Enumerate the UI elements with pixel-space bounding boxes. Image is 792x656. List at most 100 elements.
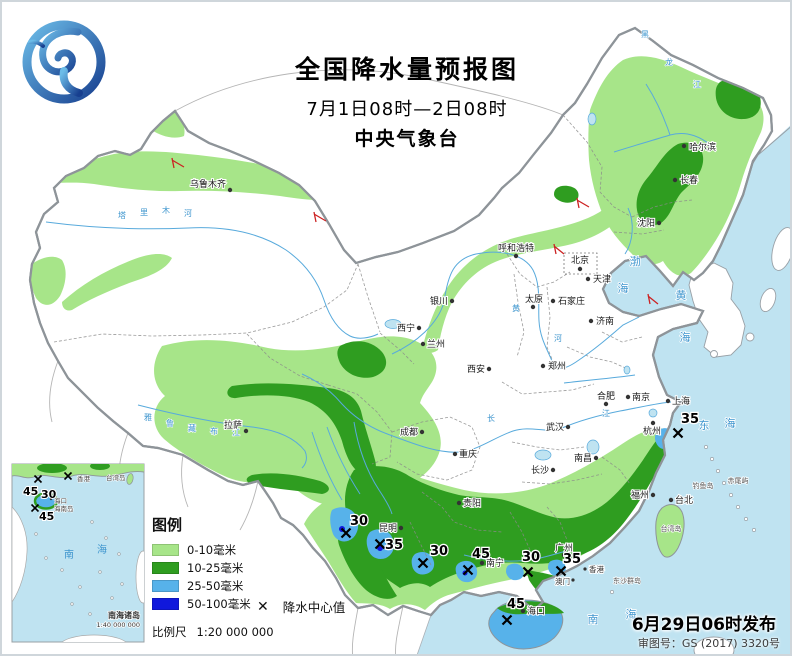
inset-scale: 1:40 000 000 [96, 621, 140, 629]
cma-logo [18, 16, 110, 112]
precip-center-x-icon [30, 503, 40, 513]
precip-center-value: 35 [385, 538, 403, 553]
legend-item: 0-10毫米 [152, 541, 251, 559]
rivers [45, 83, 713, 562]
city-label: 兰州 [427, 338, 445, 350]
precip-center-value: 35 [563, 552, 581, 567]
issue-time: 6月29日06时发布 [631, 615, 776, 635]
korea-japan-landmasses [688, 227, 790, 654]
city-label: 长沙 [531, 464, 549, 476]
beijing-capital-box [563, 252, 598, 275]
precip-center-x-icon [555, 565, 567, 577]
precip-center-x-icon [374, 538, 386, 550]
city-label: 香港 [589, 564, 604, 574]
precip-center-x-icon [417, 557, 429, 569]
scale-value: 1:20 000 000 [196, 625, 274, 639]
city-label: 南京 [632, 391, 650, 403]
river-name-label: 黄 [512, 303, 520, 313]
sea-name-label: 海 [725, 416, 736, 430]
city-dot [577, 266, 583, 272]
city-dot [650, 420, 656, 426]
city-dot [583, 567, 587, 571]
legend-rows: 0-10毫米 10-25毫米 25-50毫米 50-100毫米 [152, 541, 251, 613]
city-dot [486, 366, 492, 372]
precip-center-value: 30 [350, 514, 368, 529]
legend-center-value-row: ✕ 降水中心值 [257, 597, 345, 616]
city-dot [419, 429, 425, 435]
precip-center-x-icon [501, 614, 513, 626]
city-dot [550, 467, 556, 473]
inset-precip-value: 45 [23, 485, 38, 498]
inset-precip-value: 30 [41, 488, 57, 501]
inset-caption: 南海诸岛 [108, 610, 140, 620]
center-value-label: 降水中心值 [282, 600, 346, 615]
korea-peninsula [688, 262, 746, 358]
legend-item-label: 0-10毫米 [187, 543, 237, 557]
city-label: 银川 [430, 295, 448, 307]
ryukyu-islands [610, 445, 756, 594]
vietnam-coastline [416, 614, 432, 654]
city-dot [668, 497, 674, 503]
city-dot [540, 363, 546, 369]
legend-item-label: 25-50毫米 [187, 579, 244, 593]
legend-swatch [152, 544, 179, 556]
precip-center-value: 30 [522, 550, 540, 565]
inset-sea-label: 南 [64, 548, 74, 561]
city-dot [520, 608, 526, 614]
legend-item: 25-50毫米 [152, 577, 251, 595]
city-label: 天津 [593, 274, 611, 285]
sea-name-label: 海 [680, 330, 691, 344]
river-name-label: 木 [162, 205, 170, 215]
inset-place-label: 台湾岛 [106, 473, 126, 482]
river-name-label: 雅 [144, 412, 152, 422]
city-dot [513, 253, 519, 259]
city-label: 海口 [527, 605, 545, 617]
city-label: 乌鲁木齐 [190, 178, 226, 190]
city-dot [530, 304, 536, 310]
city-label: 贵阳 [463, 497, 481, 509]
city-dot [585, 276, 591, 282]
city-label: 福州 [631, 489, 649, 501]
city-label: 石家庄 [558, 295, 585, 307]
precip-center-x-icon [63, 471, 73, 481]
river-name-label: 藏 [188, 423, 196, 433]
agency-name: 中央气象台 [354, 128, 460, 150]
city-label: 武汉 [546, 421, 564, 433]
map-scale: 比例尺 1:20 000 000 [152, 624, 284, 640]
city-label: 重庆 [459, 448, 477, 460]
sea-name-label: 东 [699, 419, 710, 432]
river-name-label: 布 [210, 426, 218, 436]
city-label: 拉萨 [224, 419, 242, 431]
city-label: 成都 [400, 426, 418, 438]
precip-center-markers: 30 35 30 45 30 35 35 45 [340, 411, 700, 626]
city-dot [227, 187, 233, 193]
page-title: 全国降水量预报图 [294, 55, 519, 84]
river-name-label: 江 [693, 80, 701, 89]
legend-swatch [152, 580, 179, 592]
city-label: 澳门 [555, 576, 570, 586]
legend-item: 10-25毫米 [152, 559, 251, 577]
legend-item-label: 50-100毫米 [187, 597, 251, 611]
great-wall-symbols [171, 157, 659, 305]
city-label: 长春 [680, 174, 698, 186]
river-name-label: 塔 [118, 210, 126, 220]
precip-center-x-icon [340, 527, 352, 539]
river-name-label: 黑 [641, 30, 649, 39]
river-name-label: 长 [487, 413, 495, 423]
precip-center-x-icon [33, 474, 43, 484]
legend-swatch [152, 562, 179, 574]
precip-center-value: 30 [430, 544, 448, 559]
city-dot [479, 560, 485, 566]
island-name-label: 钓鱼岛 [693, 481, 714, 490]
river-name-label: 江 [232, 428, 240, 437]
city-label: 西宁 [397, 322, 415, 334]
precip-center-x-icon [462, 564, 474, 576]
city-label: 济南 [596, 315, 614, 327]
city-dot [561, 552, 567, 558]
city-dot [672, 177, 678, 183]
inset-place-label: 海口 [54, 496, 67, 505]
legend-item-label: 10-25毫米 [187, 561, 244, 575]
precip-center-x-icon [522, 566, 534, 578]
